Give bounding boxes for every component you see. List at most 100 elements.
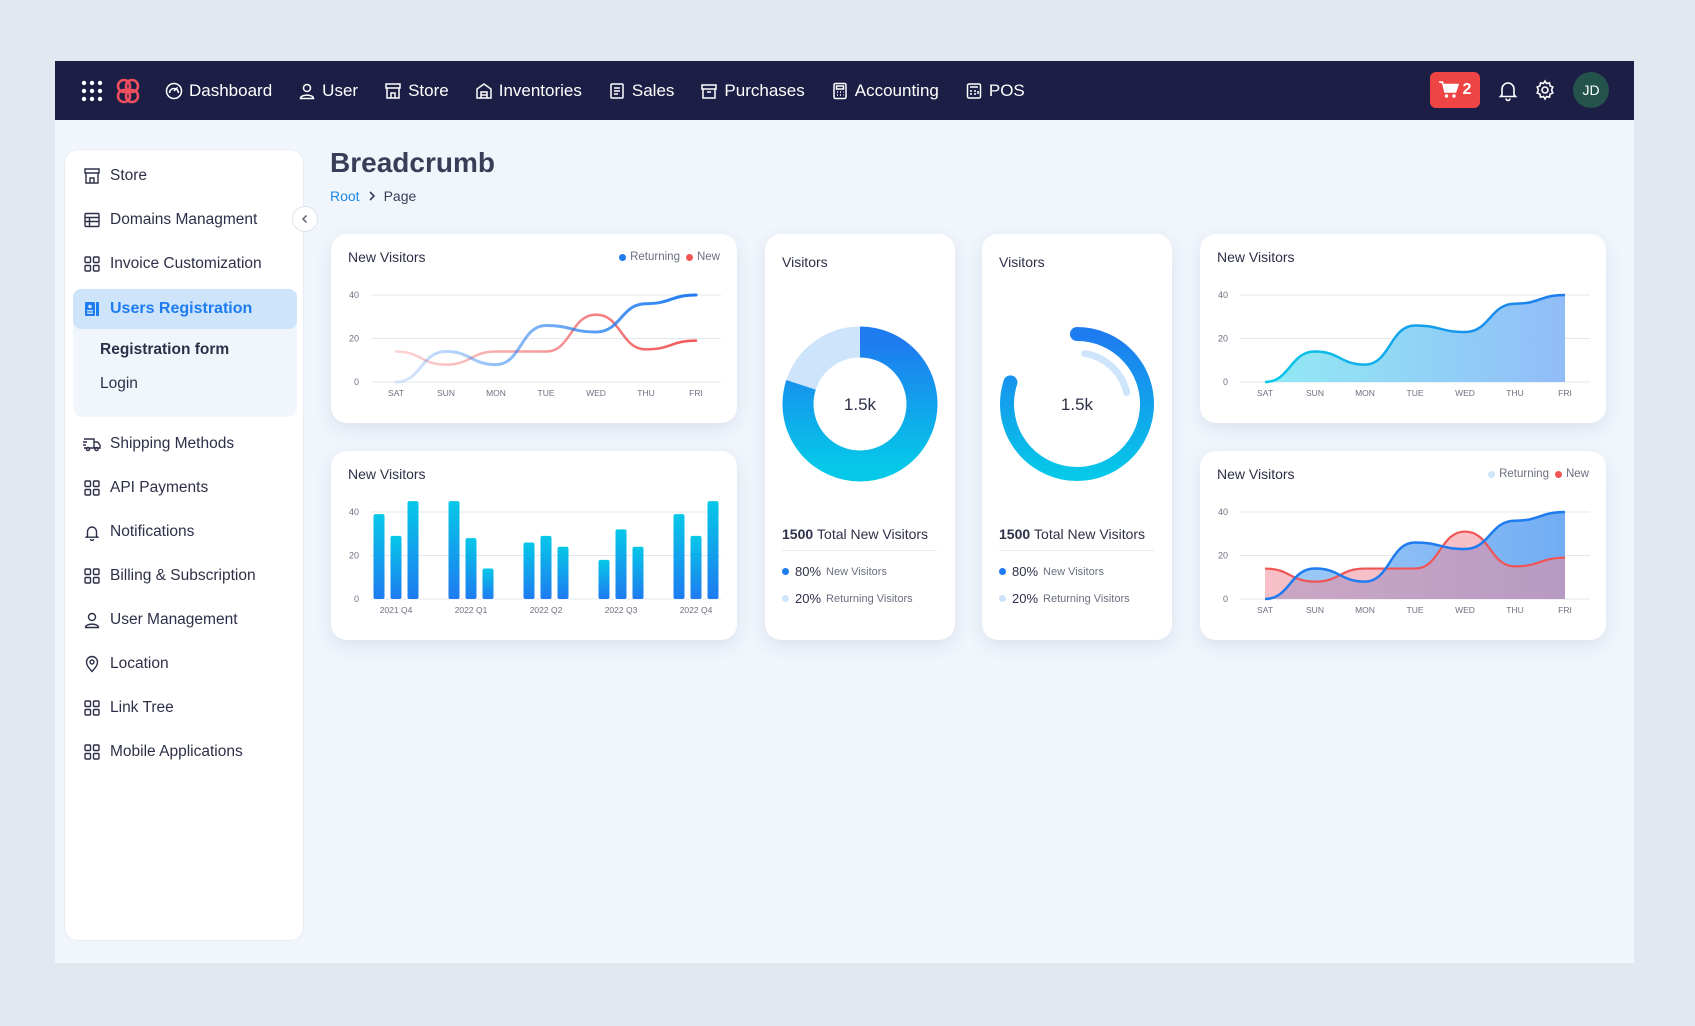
legend-new-visitors: 80% New Visitors xyxy=(999,564,1104,579)
gear-icon[interactable] xyxy=(1533,78,1557,102)
x-tick-label: 2022 Q4 xyxy=(680,605,713,615)
sidebar-item-label: Invoice Customization xyxy=(110,255,262,272)
y-tick-label: 0 xyxy=(1223,377,1228,387)
grid-icon xyxy=(84,744,100,760)
legend-pct: 80% xyxy=(795,564,822,579)
divider xyxy=(999,550,1154,551)
grid-icon xyxy=(84,256,100,272)
dual-area-chart-card: New Visitors Returning New 0 20 40 SAT SUN MO… xyxy=(1200,451,1606,640)
legend-label-returning: Returning xyxy=(1499,468,1549,480)
x-tick-label: SAT xyxy=(1257,605,1273,615)
cart-button[interactable]: 2 xyxy=(1430,72,1480,108)
bar xyxy=(707,501,719,599)
avatar[interactable]: JD xyxy=(1573,72,1609,108)
sidebar-subitem-registration-form[interactable]: Registration form xyxy=(100,341,230,358)
x-tick-label: WED xyxy=(586,388,606,398)
bar xyxy=(373,514,385,599)
nav-inventories[interactable]: Inventories xyxy=(475,61,582,120)
sidebar-item-link-tree[interactable]: Link Tree xyxy=(74,688,296,728)
x-tick-label: 2022 Q1 xyxy=(455,605,488,615)
sidebar-item-billing[interactable]: Billing & Subscription xyxy=(74,556,296,596)
area-chart-card: New Visitors 0 20 40 SAT SUN MON TUE WED THU FRI xyxy=(1200,234,1606,423)
sidebar-item-users-registration[interactable]: Users Registration xyxy=(73,289,297,329)
sidebar-item-user-management[interactable]: User Management xyxy=(74,600,296,640)
nav-store[interactable]: Store xyxy=(384,61,449,120)
receipt-icon xyxy=(610,82,624,99)
nav-sales[interactable]: Sales xyxy=(608,61,675,120)
sidebar-item-domains[interactable]: Domains Managment xyxy=(74,200,296,240)
legend-dot-new xyxy=(685,253,693,261)
series-line xyxy=(1264,293,1566,384)
bell-icon[interactable] xyxy=(1496,78,1520,102)
sidebar-subitem-login[interactable]: Login xyxy=(100,375,138,392)
nav-label: Inventories xyxy=(498,80,582,100)
brand-logo-icon[interactable] xyxy=(113,77,143,105)
breadcrumb: Root Page xyxy=(330,188,416,204)
sidebar-item-notifications[interactable]: Notifications xyxy=(74,512,296,552)
page-title: Breadcrumb xyxy=(330,147,495,178)
sidebar-item-invoice[interactable]: Invoice Customization xyxy=(74,244,296,284)
apps-grid-icon[interactable] xyxy=(81,80,103,102)
sidebar-item-label: Domains Managment xyxy=(110,211,258,228)
grid-icon xyxy=(84,700,100,716)
avatar-initials: JD xyxy=(1582,82,1600,98)
breadcrumb-root-link[interactable]: Root xyxy=(330,188,360,204)
legend-returning-visitors: 20% Returning Visitors xyxy=(999,591,1130,606)
x-tick-label: THU xyxy=(1506,605,1523,615)
y-tick-label: 0 xyxy=(354,594,359,604)
sidebar-item-shipping[interactable]: Shipping Methods xyxy=(74,424,296,464)
sidebar-collapse-button[interactable] xyxy=(292,206,318,232)
series-line-new xyxy=(394,313,698,366)
bar xyxy=(465,538,477,599)
donut-chart: 1.5k xyxy=(782,326,938,482)
sidebar-item-location[interactable]: Location xyxy=(74,644,296,684)
bar xyxy=(673,514,685,599)
x-tick-label: SUN xyxy=(1306,388,1324,398)
legend-label: Returning Visitors xyxy=(826,592,913,605)
sidebar-item-store[interactable]: Store xyxy=(74,156,296,196)
bar xyxy=(690,535,702,599)
legend-dot-new xyxy=(999,568,1006,575)
nav-purchases[interactable]: Purchases xyxy=(700,61,805,120)
bell-icon xyxy=(84,526,100,541)
nav-pos[interactable]: POS xyxy=(965,61,1025,120)
truck-icon xyxy=(83,438,101,452)
dual-area-chart: 0 20 40 SAT SUN MON TUE WED THU FRI xyxy=(1218,507,1590,615)
pin-icon xyxy=(85,655,99,673)
chevron-left-icon xyxy=(301,214,308,224)
calculator-icon xyxy=(833,82,847,99)
nav-user[interactable]: User xyxy=(298,61,358,120)
x-tick-label: TUE xyxy=(538,388,555,398)
x-tick-label: WED xyxy=(1455,388,1475,398)
y-tick-label: 20 xyxy=(349,551,359,561)
legend-label-new: New xyxy=(696,251,720,263)
warehouse-icon xyxy=(475,82,492,99)
bar xyxy=(448,501,460,599)
breadcrumb-current: Page xyxy=(383,188,417,204)
bar xyxy=(390,535,402,599)
sidebar-item-api-payments[interactable]: API Payments xyxy=(74,468,296,508)
y-tick-label: 20 xyxy=(1218,551,1228,561)
x-tick-label: SAT xyxy=(1257,388,1273,398)
x-tick-label: MON xyxy=(1355,388,1375,398)
legend-dot-new xyxy=(1554,470,1562,478)
total-number: 1500 xyxy=(999,526,1031,542)
area-chart: 0 20 40 SAT SUN MON TUE WED THU FRI xyxy=(1218,290,1590,398)
sidebar-item-mobile-apps[interactable]: Mobile Applications xyxy=(74,732,296,772)
bar xyxy=(632,546,644,599)
table-icon xyxy=(84,212,100,228)
slice-returning xyxy=(786,326,861,391)
nav-label: Sales xyxy=(631,80,675,100)
ring-chart-card: Visitors 1.5k 1500 Total New Visitors 80… xyxy=(982,234,1172,640)
legend-returning-visitors: 20% Returning Visitors xyxy=(782,591,913,606)
nav-dashboard[interactable]: Dashboard xyxy=(165,61,272,120)
dashboard-icon xyxy=(165,82,183,99)
chart-legend: Returning New xyxy=(613,251,720,263)
series-line-returning xyxy=(1264,510,1566,601)
nav-accounting[interactable]: Accounting xyxy=(831,61,939,120)
y-tick-label: 40 xyxy=(1218,290,1228,300)
x-tick-label: 2021 Q4 xyxy=(380,605,413,615)
sidebar-item-label: API Payments xyxy=(110,479,209,496)
sidebar-item-label: Notifications xyxy=(110,523,195,540)
total-number: 1500 xyxy=(782,526,814,542)
